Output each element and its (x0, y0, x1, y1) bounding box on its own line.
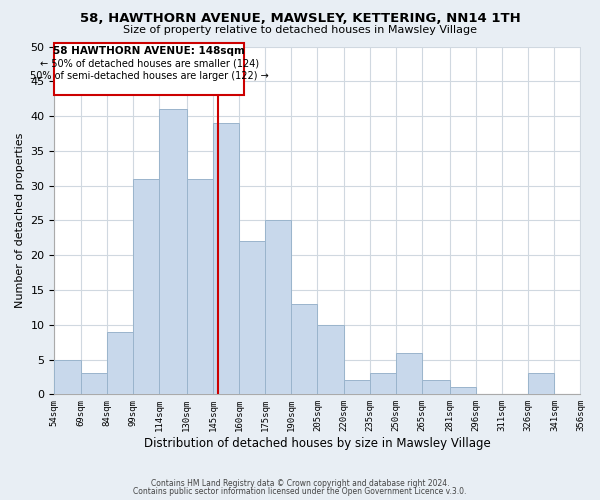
Bar (213, 123, 239, 394)
Text: Contains public sector information licensed under the Open Government Licence v.: Contains public sector information licen… (133, 487, 467, 496)
Bar (55, 360, 80, 394)
Bar (107, 332, 133, 394)
Bar (187, 178, 213, 394)
Text: 58, HAWTHORN AVENUE, MAWSLEY, KETTERING, NN14 1TH: 58, HAWTHORN AVENUE, MAWSLEY, KETTERING,… (80, 12, 520, 26)
Text: Size of property relative to detached houses in Mawsley Village: Size of property relative to detached ho… (123, 25, 477, 35)
Bar (292, 304, 317, 394)
Bar (133, 178, 159, 394)
Text: ← 50% of detached houses are smaller (124): ← 50% of detached houses are smaller (12… (40, 59, 259, 69)
Bar (344, 380, 370, 394)
Y-axis label: Number of detached properties: Number of detached properties (15, 132, 25, 308)
Bar (396, 352, 422, 395)
Bar (80, 374, 107, 394)
FancyBboxPatch shape (55, 43, 244, 95)
Bar (528, 374, 554, 394)
Text: Contains HM Land Registry data © Crown copyright and database right 2024.: Contains HM Land Registry data © Crown c… (151, 478, 449, 488)
Bar (159, 109, 187, 395)
Bar (265, 220, 292, 394)
Bar (422, 380, 450, 394)
Bar (370, 374, 396, 394)
Bar (450, 388, 476, 394)
X-axis label: Distribution of detached houses by size in Mawsley Village: Distribution of detached houses by size … (144, 437, 491, 450)
Text: 58 HAWTHORN AVENUE: 148sqm: 58 HAWTHORN AVENUE: 148sqm (53, 46, 245, 56)
Bar (239, 242, 265, 394)
Bar (317, 325, 344, 394)
Text: 50% of semi-detached houses are larger (122) →: 50% of semi-detached houses are larger (… (30, 70, 269, 81)
